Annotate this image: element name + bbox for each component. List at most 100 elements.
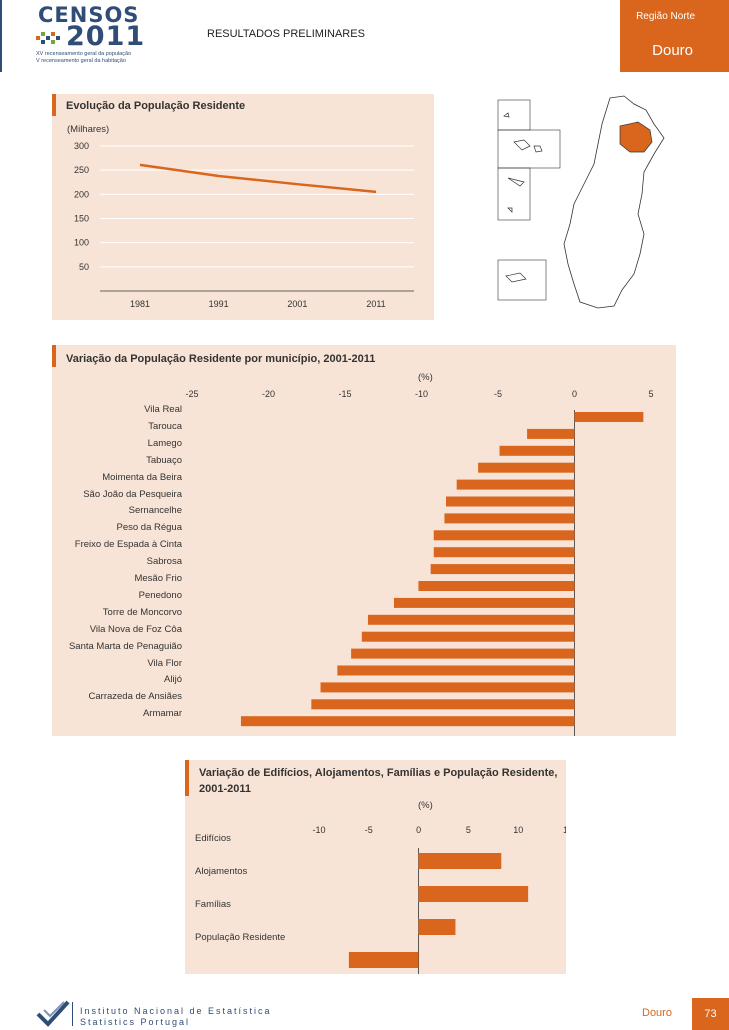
x-tick-label: 0 (572, 389, 577, 399)
bar (527, 428, 575, 439)
y-tick-label: 200 (74, 189, 89, 199)
ine-name-line-1: Instituto Nacional de Estatística (80, 1006, 272, 1016)
bar (418, 886, 529, 902)
region-header-box: Região Norte Douro (620, 0, 729, 72)
bar (311, 699, 575, 710)
bar (348, 952, 419, 968)
madeira-inset (497, 259, 547, 301)
municipality-variation-chart: -25 -20 -15 -10 -5 0 5 (185, 389, 654, 736)
category-label: Armamar (142, 708, 182, 720)
x-tick-label: -10 (312, 825, 325, 835)
category-label: Lamego (147, 437, 182, 449)
population-evolution-ylabel: (Milhares) (67, 124, 110, 135)
category-label: Peso da Régua (116, 522, 183, 534)
x-tick-label: 1991 (209, 299, 229, 309)
census-logo-subtitle-1: XV recenseamento geral da população (36, 51, 132, 57)
x-tick-label: 15 (563, 825, 566, 835)
islands (503, 112, 543, 283)
ine-name-line-2: Statistics Portugal (80, 1017, 191, 1027)
azores-inset-1 (497, 99, 531, 131)
bar (320, 682, 575, 693)
buildings-variation-xlabel: (%) (418, 800, 433, 811)
x-tick-label: 2011 (366, 299, 385, 309)
azores-inset-3 (497, 167, 531, 221)
buildings-variation-title-1: Variação de Edifícios, Alojamentos, Famí… (199, 767, 558, 779)
ine-logo-icon (36, 1000, 70, 1027)
category-label: Edifícios (195, 833, 231, 844)
category-label: População Residente (195, 932, 286, 943)
bar (444, 513, 575, 524)
bar (478, 462, 575, 473)
y-tick-label: 250 (74, 165, 89, 175)
panel-marker (52, 345, 56, 367)
population-evolution-panel (52, 94, 434, 320)
bar (433, 530, 575, 541)
category-label: Vila Nova de Foz Côa (89, 623, 182, 635)
category-label: Famílias (195, 899, 231, 910)
category-label: Santa Marta de Penaguião (68, 640, 182, 652)
x-tick-label: 10 (513, 825, 523, 835)
category-label: Sabrosa (146, 556, 182, 568)
x-tick-label: 5 (466, 825, 471, 835)
x-tick-label: 2001 (287, 299, 307, 309)
portugal-map (497, 95, 665, 309)
x-tick-label: -15 (338, 389, 351, 399)
census-logo-subtitle-2: V recenseamento geral da habitação (36, 58, 126, 64)
x-tick-label: -5 (494, 389, 502, 399)
category-label: Vila Real (144, 404, 182, 415)
census-logo-icon (36, 32, 60, 44)
page-number: 73 (692, 998, 729, 1030)
municipality-labels: Vila Real Tarouca Lamego Tabuaço Moimenta da… (52, 404, 183, 736)
population-evolution-title: Evolução da População Residente (66, 100, 246, 112)
panel-marker (52, 94, 56, 116)
category-label: Tarouca (148, 420, 182, 432)
y-tick-label: 50 (79, 262, 89, 272)
series-line (139, 163, 377, 194)
x-tick-label: -5 (365, 825, 373, 835)
bar (499, 445, 575, 456)
x-tick-label: -20 (262, 389, 275, 399)
x-tick-label: 0 (416, 825, 421, 835)
bar (361, 631, 575, 642)
y-tick-label: 150 (74, 214, 89, 224)
category-label: Carrazeda de Ansiães (88, 691, 182, 703)
category-label: Freixo de Espada à Cinta (74, 539, 182, 551)
category-label: São João da Pesqueira (83, 488, 182, 500)
bar (418, 853, 502, 869)
bar (430, 564, 575, 575)
bar (445, 496, 575, 507)
municipality-variation-title: Variação da População Residente por muni… (66, 353, 376, 365)
panel-marker (185, 760, 189, 796)
census-logo-year: 2011 (66, 21, 146, 52)
mainland-outline (563, 95, 665, 309)
bar (337, 665, 575, 676)
ine-name: Instituto Nacional de Estatística Statis… (80, 1006, 272, 1028)
census-logo-title: CENSOS (38, 3, 140, 27)
bar (574, 412, 644, 422)
bar (240, 716, 575, 727)
buildings-variation-title-2: 2001-2011 (199, 783, 251, 795)
category-label: Tabuaço (146, 454, 182, 466)
category-label: Penedono (138, 589, 182, 601)
x-tick-label: -10 (415, 389, 428, 399)
buildings-variation-panel (185, 760, 566, 974)
category-label: Alijó (164, 674, 182, 686)
x-tick-label: 1981 (130, 299, 150, 309)
bar (393, 597, 575, 608)
header-title: RESULTADOS PRELIMINARES (207, 28, 365, 40)
bar (456, 479, 575, 490)
bar (351, 648, 575, 659)
x-tick-label: 5 (648, 389, 653, 399)
population-evolution-chart: 300 250 200 150 100 50 1981 1991 2001 2011 (74, 141, 414, 309)
y-tick-label: 300 (74, 141, 89, 151)
bar (418, 919, 456, 935)
bar (418, 581, 575, 591)
azores-inset-2 (497, 129, 561, 169)
buildings-labels: Edifícios Alojamentos Famílias População Re… (185, 833, 335, 974)
category-label: Sernancelhe (128, 505, 182, 517)
footer-divider (72, 1002, 73, 1026)
footer-region: Douro (642, 1007, 672, 1019)
region-label: Região Norte (636, 11, 695, 22)
douro-region-highlight (619, 121, 653, 153)
header-edge (0, 0, 2, 72)
